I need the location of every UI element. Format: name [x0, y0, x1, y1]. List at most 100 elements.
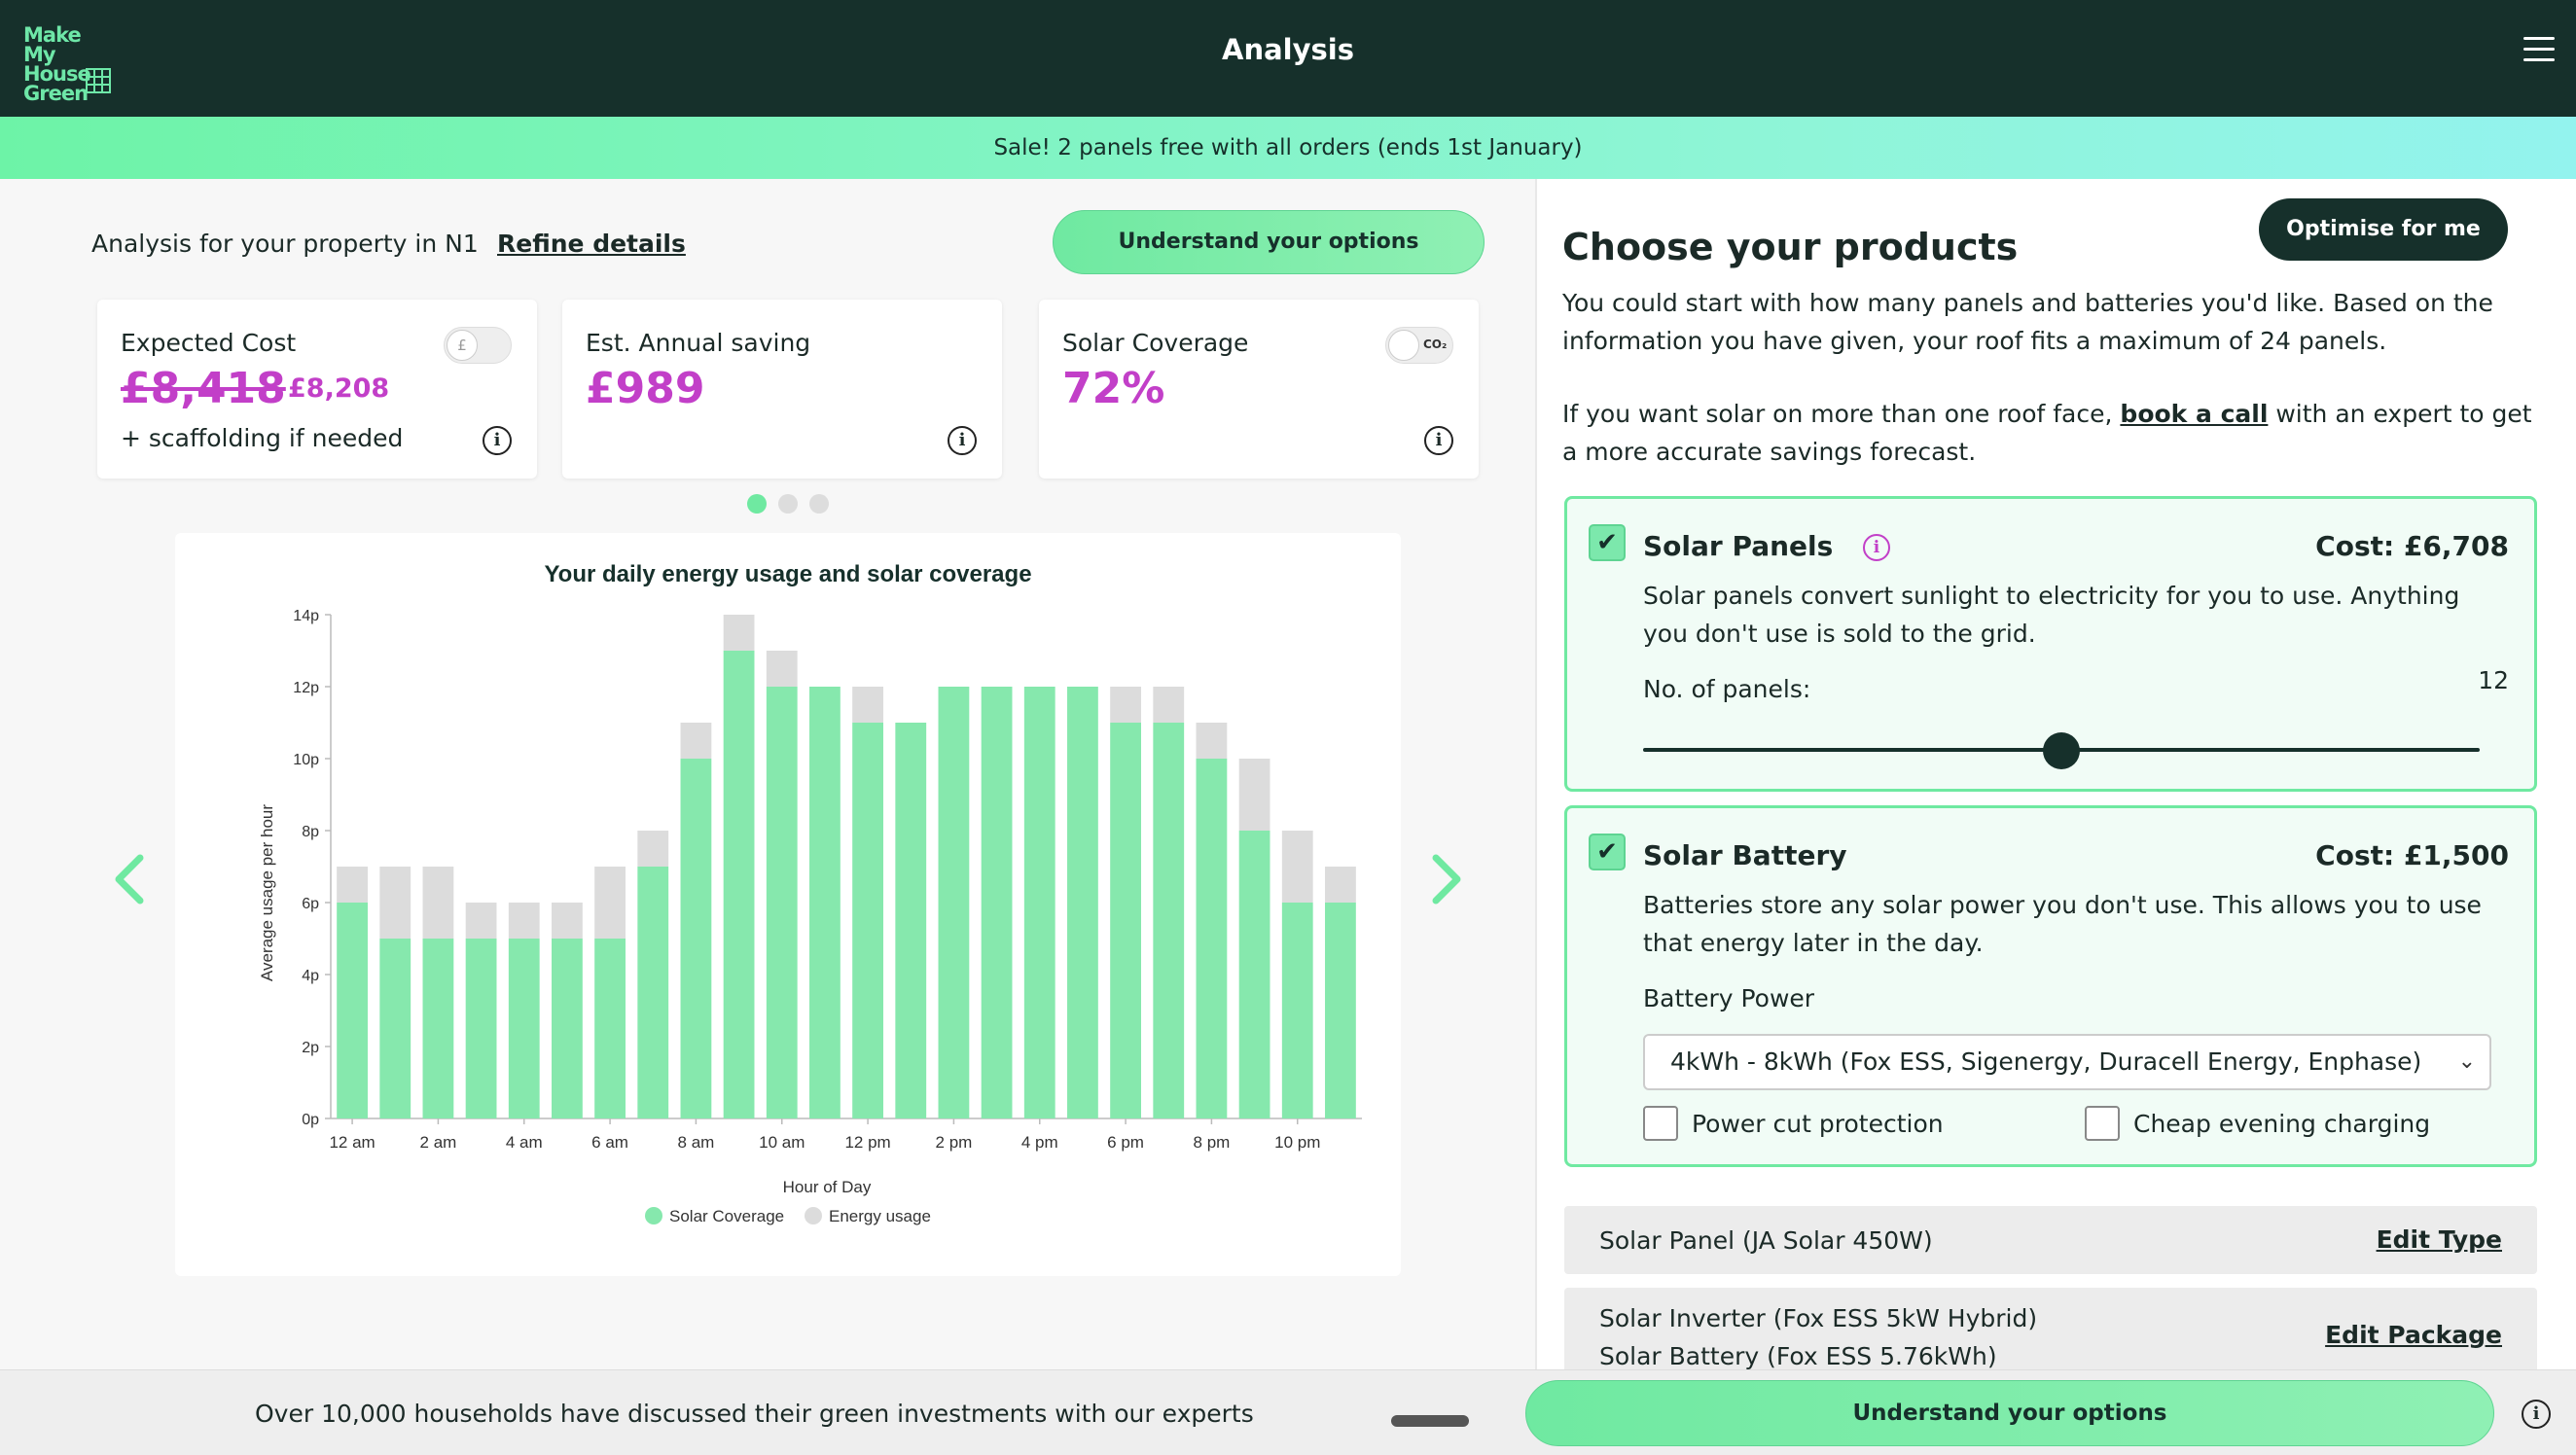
solar-coverage-bar: [465, 939, 497, 1118]
legend-solar-swatch: [645, 1207, 662, 1224]
product-name: Solar Panels: [1643, 530, 1834, 562]
products-panel: Choose your products Optimise for me You…: [1535, 179, 2576, 1369]
solar-coverage-bar: [1153, 723, 1185, 1118]
solar-coverage-bar: [680, 759, 712, 1118]
power-cut-checkbox[interactable]: [1643, 1106, 1678, 1141]
solar-coverage-bar: [895, 723, 927, 1118]
energy-usage-bar: [422, 867, 454, 939]
solar-coverage-bar: [1067, 687, 1098, 1118]
energy-usage-bar: [1325, 867, 1356, 903]
carousel-dot[interactable]: [778, 494, 798, 514]
energy-usage-bar: [508, 903, 540, 939]
x-tick-label: 2 am: [420, 1133, 457, 1152]
toggle-label: CO₂: [1423, 337, 1448, 351]
card-label: Expected Cost: [121, 329, 297, 357]
panel-count-value: 12: [2478, 666, 2509, 694]
panel-count-label: No. of panels:: [1643, 675, 1811, 703]
chevron-right-icon[interactable]: [1422, 850, 1471, 908]
info-icon[interactable]: i: [1863, 534, 1890, 561]
logo[interactable]: Make My House Green: [23, 23, 113, 105]
optimise-button[interactable]: Optimise for me: [2259, 198, 2508, 261]
solar-coverage-bar: [379, 939, 411, 1118]
expected-cost-card: Expected Cost £ £8,418 £8,208 + scaffold…: [97, 300, 537, 479]
refine-details-link[interactable]: Refine details: [497, 230, 686, 258]
y-tick-label: 2p: [302, 1040, 319, 1056]
co2-toggle[interactable]: CO₂: [1385, 327, 1453, 364]
chart-title: Your daily energy usage and solar covera…: [544, 561, 1031, 587]
info-icon[interactable]: i: [2522, 1400, 2551, 1429]
x-tick-label: 2 pm: [936, 1133, 973, 1152]
solar-coverage-bar: [723, 651, 755, 1118]
currency-toggle[interactable]: £: [444, 327, 512, 364]
x-tick-label: 6 pm: [1107, 1133, 1144, 1152]
scaffolding-note: + scaffolding if needed: [121, 424, 404, 452]
info-icon[interactable]: i: [483, 426, 512, 455]
energy-usage-bar: [1281, 831, 1313, 903]
y-tick-label: 6p: [302, 896, 319, 912]
carousel-dot[interactable]: [809, 494, 829, 514]
evening-charging-checkbox[interactable]: [2085, 1106, 2120, 1141]
chart-panel: Your daily energy usage and solar covera…: [175, 533, 1401, 1276]
edit-type-link[interactable]: Edit Type: [2376, 1225, 2502, 1254]
energy-usage-bar: [552, 903, 583, 939]
edit-package-link[interactable]: Edit Package: [2325, 1321, 2502, 1349]
experts-text: Over 10,000 households have discussed th…: [255, 1400, 1254, 1428]
evening-charging-label: Cheap evening charging: [2133, 1110, 2431, 1138]
x-tick-label: 4 am: [506, 1133, 543, 1152]
y-tick-label: 4p: [302, 968, 319, 984]
info-icon[interactable]: i: [1424, 426, 1453, 455]
carousel-dot[interactable]: [747, 494, 767, 514]
understand-options-button[interactable]: Understand your options: [1053, 210, 1485, 274]
book-call-link[interactable]: book a call: [2120, 400, 2269, 428]
call-prefix: If you want solar on more than one roof …: [1562, 400, 2113, 428]
toggle-knob: £: [447, 330, 478, 361]
solar-coverage-bar: [981, 687, 1013, 1118]
annual-saving-card: Est. Annual saving £989 i: [562, 300, 1002, 479]
intro-text: You could start with how many panels and…: [1562, 289, 2493, 355]
call-suffix: with an expert to get a more accurate sa…: [1562, 400, 2532, 466]
drag-handle[interactable]: [1391, 1415, 1469, 1427]
x-tick-label: 8 pm: [1194, 1133, 1231, 1152]
energy-usage-bar: [1110, 687, 1141, 723]
top-bar: Make My House Green Analysis: [0, 0, 2576, 117]
package-row: Solar Inverter (Fox ESS 5kW Hybrid) Sola…: [1564, 1288, 2537, 1369]
chevron-down-icon: ⌄: [2457, 1049, 2476, 1074]
battery-power-value: 4kWh - 8kWh (Fox ESS, Sigenergy, Duracel…: [1670, 1047, 2422, 1076]
battery-text: Solar Battery (Fox ESS 5.76kWh): [1599, 1342, 1997, 1369]
energy-chart: Your daily energy usage and solar covera…: [258, 561, 1362, 1225]
products-title: Choose your products: [1562, 226, 2019, 268]
solar-battery-checkbox[interactable]: ✔: [1589, 834, 1626, 870]
page-title: Analysis: [1222, 33, 1354, 66]
product-description: Solar panels convert sunlight to electri…: [1643, 582, 2460, 648]
old-price: £8,418: [121, 364, 286, 413]
x-axis-label: Hour of Day: [783, 1178, 872, 1196]
solar-coverage-bar: [337, 903, 368, 1118]
solar-coverage-bar: [552, 939, 583, 1118]
logo-text: Make My House Green: [23, 23, 91, 105]
solar-panels-checkbox[interactable]: ✔: [1589, 524, 1626, 561]
understand-options-button-bottom[interactable]: Understand your options: [1525, 1380, 2494, 1446]
info-icon[interactable]: i: [948, 426, 977, 455]
solar-coverage-bar: [1238, 831, 1270, 1118]
x-tick-label: 12 pm: [844, 1133, 890, 1152]
solar-grid-icon: [86, 68, 111, 93]
hamburger-icon[interactable]: [2523, 37, 2555, 62]
solar-coverage-bar: [594, 939, 626, 1118]
energy-usage-bar: [1238, 759, 1270, 831]
legend-usage-swatch: [805, 1207, 822, 1224]
battery-power-select[interactable]: 4kWh - 8kWh (Fox ESS, Sigenergy, Duracel…: [1643, 1034, 2491, 1090]
energy-usage-bar: [766, 651, 798, 687]
y-tick-label: 14p: [293, 608, 319, 624]
y-tick-label: 10p: [293, 752, 319, 768]
x-tick-label: 12 am: [329, 1133, 375, 1152]
coverage-value: 72%: [1062, 364, 1165, 413]
product-description: Batteries store any solar power you don'…: [1643, 891, 2482, 957]
panel-type-row: Solar Panel (JA Solar 450W) Edit Type: [1564, 1206, 2537, 1274]
solar-panels-card: ✔ Solar Panels i Cost: £6,708 Solar pane…: [1564, 496, 2537, 792]
panel-slider-thumb[interactable]: [2043, 732, 2080, 769]
solar-coverage-bar: [938, 687, 970, 1118]
product-cost: Cost: £6,708: [2315, 530, 2509, 562]
chevron-left-icon[interactable]: [105, 850, 154, 908]
solar-coverage-card: Solar Coverage CO₂ 72% i: [1039, 300, 1479, 479]
panel-type-text: Solar Panel (JA Solar 450W): [1599, 1226, 1933, 1255]
